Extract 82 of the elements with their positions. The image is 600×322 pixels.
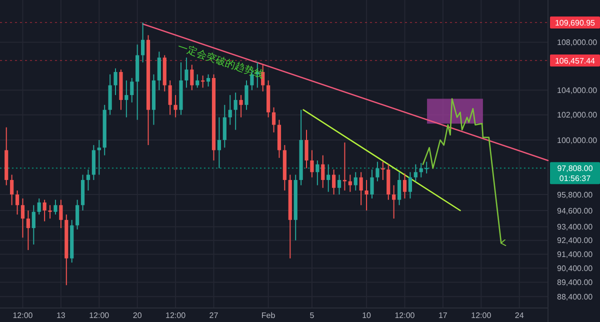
candlestick <box>228 94 232 126</box>
x-tick-label: 20 <box>132 311 142 320</box>
y-tick-label: 92,400.00 <box>557 236 594 246</box>
candlestick <box>190 64 194 91</box>
y-tick-label: 91,400.00 <box>557 250 594 260</box>
candlestick <box>424 161 428 174</box>
y-tick-label: 108,000.00 <box>557 38 598 48</box>
candlestick <box>397 172 402 206</box>
candlestick <box>359 172 363 206</box>
candlestick <box>15 190 20 216</box>
candlestick <box>337 174 342 195</box>
candlestick <box>239 94 243 118</box>
y-tick-label: 90,400.00 <box>557 264 594 273</box>
candlestick <box>354 172 358 192</box>
y-tick-label: 100,000.00 <box>557 136 598 145</box>
y-tick-label: 94,600.00 <box>557 206 594 216</box>
x-tick-label: 13 <box>56 311 66 320</box>
x-tick-label: 12:00 <box>166 311 186 320</box>
x-tick-label: Feb <box>261 311 276 320</box>
x-tick-label: 27 <box>209 311 219 320</box>
ref-line-label: 106,457.44 <box>554 56 596 66</box>
candlestick <box>408 172 412 199</box>
candlestick <box>332 169 336 195</box>
y-tick-label: 102,000.00 <box>557 110 598 120</box>
candlestick <box>174 94 178 118</box>
x-tick-label: 5 <box>310 311 315 320</box>
candlestick <box>304 129 308 169</box>
candlestick <box>157 51 161 91</box>
candlestick <box>114 68 118 96</box>
candlestick <box>206 74 210 87</box>
candlestick <box>37 198 41 216</box>
candlestick <box>26 210 30 251</box>
candlestick <box>184 57 188 88</box>
text: 01:56:37 <box>559 174 592 183</box>
x-tick-label: 17 <box>438 311 448 320</box>
candlestick <box>392 184 396 220</box>
candlestick <box>316 160 320 186</box>
candlestick <box>48 204 52 220</box>
candlestick <box>376 161 380 182</box>
candlestick <box>370 169 374 199</box>
candlestick <box>76 199 80 230</box>
candlestick <box>381 161 385 180</box>
candlestick <box>414 164 418 182</box>
ref-line-label: 109,690.95 <box>554 18 596 28</box>
candlestick <box>321 154 325 188</box>
candlestick <box>217 116 221 169</box>
candlestick <box>130 78 134 103</box>
candlestick <box>244 80 248 110</box>
candlestick <box>86 169 90 192</box>
candlestick <box>42 199 46 222</box>
candlestick <box>97 139 101 176</box>
candlestick <box>310 150 314 178</box>
y-tick-label: 89,400.00 <box>557 278 594 288</box>
candlestick <box>196 74 200 88</box>
annotation: 一定会突破的趋势线 <box>176 41 266 82</box>
candlestick <box>326 164 330 192</box>
candlestick <box>222 104 226 148</box>
x-tick-label: 12:00 <box>471 311 492 320</box>
x-tick-label: 10 <box>362 311 372 320</box>
candlestick <box>124 80 128 118</box>
candlestick <box>20 198 25 238</box>
candlestick <box>54 199 58 216</box>
x-tick-label: 24 <box>514 311 524 320</box>
x-tick-label: 12:00 <box>89 311 110 320</box>
candlestick <box>419 162 423 178</box>
candlestick <box>168 80 172 116</box>
ref-line-label: 97,808.00 <box>557 164 594 173</box>
x-tick-label: 12:00 <box>12 311 34 320</box>
x-tick-label: 12:00 <box>394 311 416 320</box>
candlestick <box>32 204 36 246</box>
y-tick-label: 104,000.00 <box>557 86 598 95</box>
candlestick <box>342 142 347 192</box>
y-tick-label: 93,400.00 <box>557 222 594 232</box>
candlestick <box>10 174 14 206</box>
y-tick-label: 95,800.00 <box>557 190 594 200</box>
candlestick <box>234 92 238 130</box>
candlestick <box>59 199 63 229</box>
candlestick <box>272 106 276 133</box>
candlestick <box>141 22 145 63</box>
candlestick <box>364 179 368 211</box>
candlestick <box>402 172 407 199</box>
y-tick-label: 88,400.00 <box>557 292 594 302</box>
